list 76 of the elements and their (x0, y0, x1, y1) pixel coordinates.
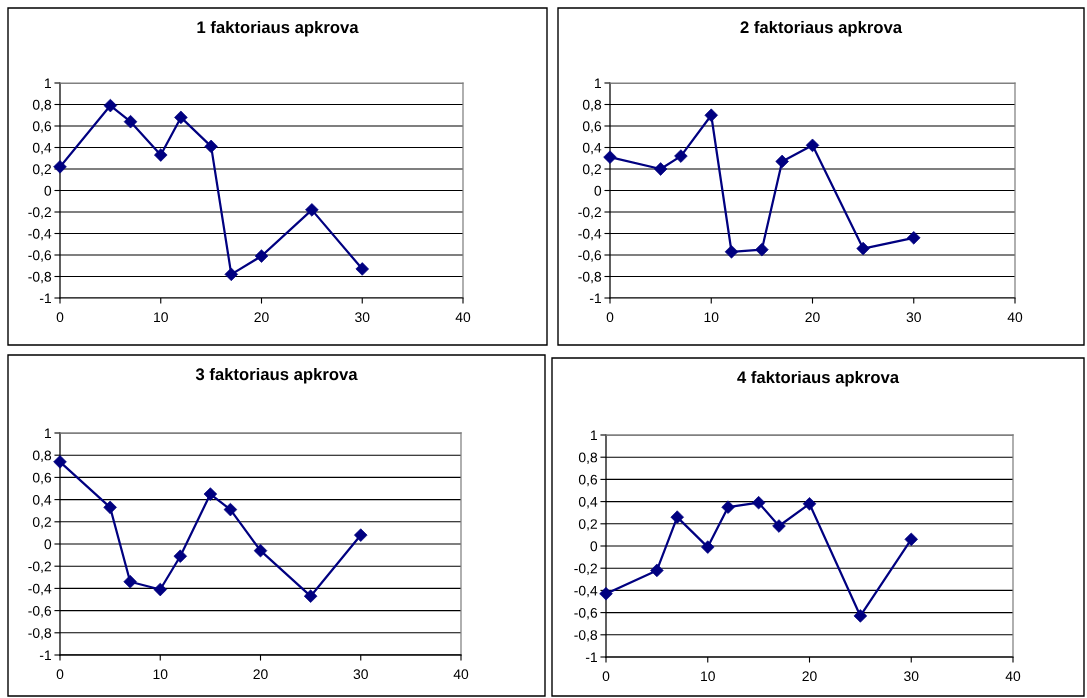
point (599, 587, 613, 601)
y-tick-label: 0,6 (582, 121, 602, 133)
x-tick-label: 20 (802, 671, 817, 682)
y-tick-label: 0,6 (32, 472, 52, 485)
y-tick-label: -0,6 (578, 250, 602, 262)
y-tick-label: -0,8 (28, 271, 52, 284)
y-tick-label: 0,8 (578, 452, 598, 465)
y-tick-label: -0,6 (574, 607, 598, 620)
y-tick-label: -0,8 (574, 630, 598, 642)
y-tick-label: -0,4 (578, 228, 602, 241)
y-tick-label: 0,8 (32, 450, 52, 463)
point (223, 502, 238, 517)
x-tick-label: 10 (154, 312, 168, 323)
x-tick-label: 30 (906, 312, 921, 323)
y-tick-label: 1 (45, 78, 51, 89)
x-tick-label: 10 (701, 671, 715, 682)
point (123, 114, 138, 129)
x-tick-label: 40 (1005, 671, 1021, 682)
y-tick-label: -1 (39, 650, 51, 661)
point (802, 497, 817, 511)
chart-title: 4 faktoriaus apkrova (737, 370, 900, 387)
x-tick-label: 10 (153, 669, 168, 680)
y-tick-label: 0 (594, 185, 602, 196)
y-tick-label: -0,2 (28, 207, 51, 219)
y-tick-label: 1 (591, 430, 597, 441)
point (751, 495, 766, 510)
x-tick-label: 0 (56, 312, 64, 323)
y-tick-label: 0 (44, 539, 52, 550)
y-tick-label: 0,2 (32, 517, 51, 529)
y-tick-label: 0,2 (32, 164, 51, 176)
y-tick-label: 0,8 (32, 99, 52, 112)
y-tick-label: -0,2 (28, 561, 51, 574)
chart-title: 2 faktoriaus apkrova (740, 20, 903, 37)
y-tick-label: -0,4 (574, 585, 598, 598)
x-tick-label: 30 (353, 669, 368, 680)
x-tick-label: 40 (453, 669, 469, 680)
chart-title: 3 faktoriaus apkrova (195, 367, 358, 384)
y-tick-label: 0,4 (32, 142, 52, 155)
y-tick-label: 1 (595, 78, 601, 89)
y-tick-label: -0,8 (28, 628, 52, 640)
x-tick-label: 20 (254, 312, 269, 323)
x-tick-label: 40 (1007, 312, 1023, 323)
x-tick-label: 0 (602, 671, 610, 682)
point (103, 98, 118, 113)
y-tick-label: 0,2 (582, 164, 601, 176)
y-tick-label: -0,6 (28, 605, 52, 618)
x-tick-label: 20 (805, 312, 820, 323)
y-tick-label: 0,8 (582, 99, 602, 112)
y-tick-label: 0,6 (578, 474, 598, 487)
point (724, 245, 739, 259)
x-tick-label: 0 (606, 312, 614, 323)
y-tick-label: 0,4 (578, 496, 598, 509)
y-tick-label: -1 (589, 293, 601, 304)
y-tick-label: -1 (39, 293, 51, 304)
y-tick-label: -0,4 (28, 583, 52, 596)
point (253, 543, 268, 558)
chart-title: 1 faktoriaus apkrova (197, 20, 359, 37)
x-tick-label: 0 (56, 669, 64, 680)
y-tick-label: -1 (585, 652, 597, 663)
x-tick-label: 20 (253, 669, 268, 680)
y-tick-label: 0 (590, 541, 598, 552)
y-tick-label: 1 (45, 428, 51, 439)
y-tick-label: -0,2 (574, 563, 597, 576)
y-tick-label: -0,8 (578, 271, 602, 284)
y-tick-label: -0,4 (28, 228, 52, 241)
y-tick-label: -0,2 (578, 207, 601, 219)
y-tick-label: 0,6 (32, 121, 52, 133)
x-tick-label: 40 (455, 312, 471, 323)
y-tick-label: 0,4 (582, 142, 602, 155)
x-tick-label: 10 (704, 312, 719, 323)
y-tick-label: -0,6 (28, 250, 52, 262)
x-tick-label: 30 (904, 671, 919, 682)
x-tick-label: 30 (355, 312, 370, 323)
y-tick-label: 0,4 (32, 494, 52, 507)
y-tick-label: 0 (44, 185, 52, 196)
y-tick-label: 0,2 (578, 519, 597, 531)
